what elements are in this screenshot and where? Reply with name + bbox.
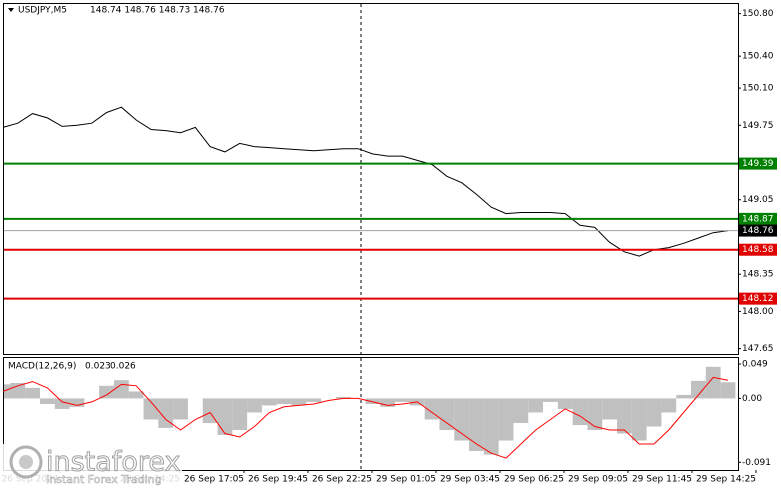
level-label-bg bbox=[739, 292, 777, 305]
macd-bar bbox=[498, 398, 514, 441]
x-tick-label: 29 Sep 14:25 bbox=[696, 475, 756, 485]
macd-bar bbox=[365, 398, 381, 405]
macd-bar bbox=[513, 398, 529, 423]
macd-bar bbox=[247, 398, 262, 413]
y-tick-label: 148.00 bbox=[742, 307, 774, 317]
x-tick-label: 26 Sep 17:05 bbox=[184, 475, 244, 485]
macd-bar bbox=[25, 387, 40, 399]
y-tick-label: 149.75 bbox=[742, 121, 774, 131]
macd-bar bbox=[617, 398, 632, 434]
x-tick-label: 29 Sep 03:45 bbox=[440, 475, 500, 485]
macd-frame bbox=[3, 357, 739, 471]
macd-bar bbox=[483, 398, 499, 455]
macd-bar bbox=[661, 398, 677, 413]
macd-bar bbox=[276, 398, 292, 405]
macd-bar bbox=[69, 398, 85, 407]
macd-bar bbox=[261, 398, 277, 406]
y-tick-label: 150.80 bbox=[742, 9, 774, 19]
level-label-bg bbox=[739, 212, 777, 225]
macd-bar bbox=[128, 391, 144, 399]
y-tick-label: -0.091 bbox=[742, 458, 771, 468]
macd-bar bbox=[143, 398, 159, 420]
logo-tagline: Instant Forex Trading bbox=[46, 473, 162, 486]
level-label-bg bbox=[739, 157, 777, 170]
macd-bar bbox=[543, 398, 558, 402]
macd-bar bbox=[202, 398, 218, 423]
x-tick-label: 26 Sep 19:45 bbox=[248, 475, 308, 485]
macd-bar bbox=[39, 398, 55, 405]
logo: instaforex Instant Forex Trading bbox=[0, 444, 182, 489]
macd-bar bbox=[439, 398, 455, 430]
macd-bar bbox=[557, 398, 573, 409]
logo-text: instaforex bbox=[46, 447, 180, 478]
y-tick-label: 0.00 bbox=[742, 394, 762, 404]
macd-bar bbox=[705, 366, 721, 399]
macd-bar bbox=[380, 398, 396, 407]
y-tick-label: 0.049 bbox=[742, 360, 768, 370]
menu-arrow bbox=[8, 8, 14, 12]
y-tick-label: 150.40 bbox=[742, 52, 774, 62]
x-tick-label: 29 Sep 01:05 bbox=[376, 475, 436, 485]
macd-bar bbox=[173, 398, 188, 420]
macd-title: MACD(12,26,9) bbox=[8, 362, 76, 372]
macd-bar bbox=[691, 380, 706, 399]
level-label: 148.12 bbox=[742, 294, 774, 304]
macd-bar bbox=[528, 398, 544, 413]
last-price-bg bbox=[739, 224, 777, 237]
y-tick-label: 148.35 bbox=[742, 270, 774, 280]
macd-bar bbox=[54, 398, 70, 409]
macd-bar bbox=[572, 398, 588, 426]
macd-bar bbox=[720, 382, 736, 399]
signal-line bbox=[2, 376, 729, 459]
x-tick-label: 29 Sep 11:45 bbox=[632, 475, 692, 485]
macd-bar bbox=[631, 398, 647, 441]
y-tick-label: 150.10 bbox=[742, 84, 774, 94]
macd-bar bbox=[646, 398, 662, 427]
y-tick-label: 149.05 bbox=[742, 195, 774, 205]
price-frame bbox=[3, 3, 739, 355]
y-tick-label: 147.65 bbox=[742, 344, 774, 354]
level-label-bg bbox=[739, 243, 777, 256]
x-tick-label: 29 Sep 09:05 bbox=[568, 475, 628, 485]
macd-bar bbox=[306, 398, 322, 402]
price-line bbox=[2, 106, 729, 257]
macd-bar bbox=[335, 397, 351, 399]
signal-value: 0.026 bbox=[110, 362, 136, 372]
x-tick-label: 26 Sep 22:25 bbox=[312, 475, 372, 485]
macd-bar bbox=[587, 398, 603, 430]
macd-bar bbox=[469, 398, 484, 452]
level-label: 148.87 bbox=[742, 214, 774, 224]
macd-bar bbox=[602, 398, 618, 420]
macd-bar bbox=[676, 394, 692, 399]
macd-bar bbox=[424, 398, 440, 420]
macd-bar bbox=[158, 398, 174, 428]
macd-bar bbox=[395, 398, 410, 402]
ohlc: 148.74 148.76 148.73 148.76 bbox=[90, 6, 225, 16]
macd-value: 0.023 bbox=[85, 362, 111, 372]
macd-bar bbox=[454, 398, 470, 441]
macd-bar bbox=[232, 398, 248, 430]
macd-bar bbox=[291, 398, 307, 406]
macd-bar bbox=[99, 385, 114, 399]
logo-icon bbox=[9, 445, 43, 479]
macd-bar bbox=[217, 398, 233, 435]
level-label: 149.39 bbox=[742, 159, 774, 169]
logo-icon-core bbox=[19, 455, 33, 469]
x-tick-label: 29 Sep 06:25 bbox=[504, 475, 564, 485]
level-label: 148.58 bbox=[742, 245, 774, 255]
macd-bar bbox=[113, 380, 129, 399]
symbol-title: USDJPY,M5 bbox=[18, 6, 67, 16]
last-price-label: 148.76 bbox=[742, 226, 774, 236]
